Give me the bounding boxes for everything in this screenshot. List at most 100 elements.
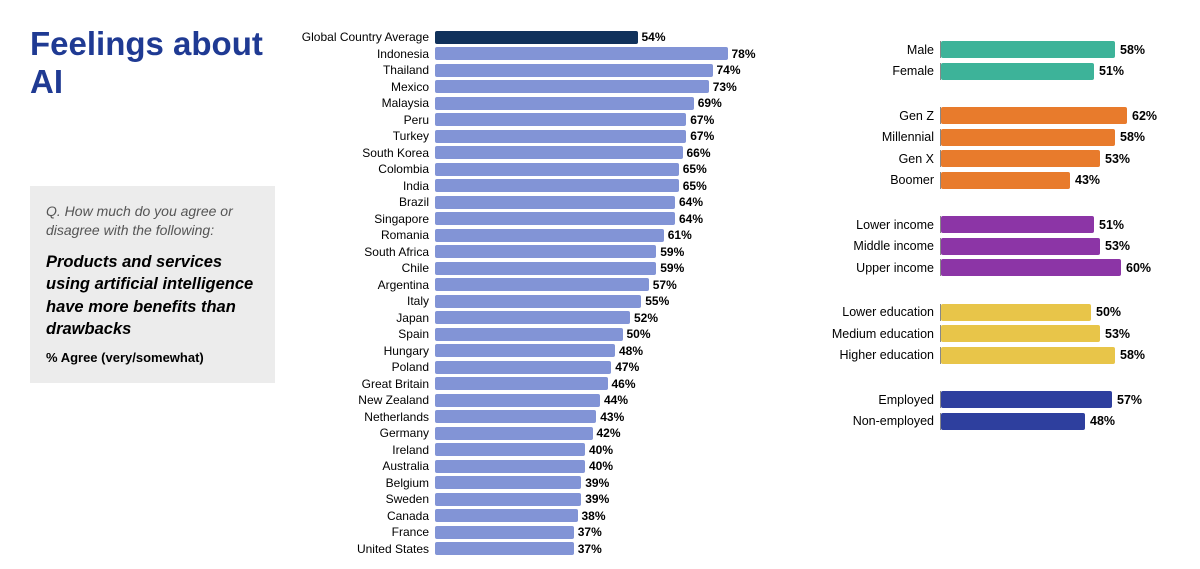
- country-bar-area: 39%: [435, 493, 735, 506]
- demo-label: Lower education: [825, 305, 940, 319]
- country-bar: [435, 443, 585, 456]
- country-row: Argentina57%: [285, 277, 775, 294]
- country-value: 54%: [638, 30, 666, 44]
- country-label: Germany: [285, 426, 435, 440]
- country-row: Peru67%: [285, 112, 775, 129]
- demo-bar: [941, 238, 1100, 255]
- country-label: Global Country Average: [285, 30, 435, 44]
- country-bar-area: 47%: [435, 361, 735, 374]
- demo-label: Higher education: [825, 348, 940, 362]
- question-box: Q. How much do you agree or disagree wit…: [30, 186, 275, 383]
- demo-row: Male 58%: [825, 39, 1170, 61]
- country-value: 42%: [593, 426, 621, 440]
- country-row: Singapore64%: [285, 211, 775, 228]
- country-bar-area: 61%: [435, 229, 735, 242]
- country-bar-area: 43%: [435, 410, 735, 423]
- country-bar: [435, 64, 713, 77]
- demo-row: Gen Z62%: [825, 105, 1170, 127]
- country-row: Global Country Average 54%: [285, 29, 775, 46]
- country-bar-area: 65%: [435, 179, 735, 192]
- demo-group: Lower income51%Middle income53%Upper inc…: [825, 214, 1170, 279]
- demo-label: Female: [825, 64, 940, 78]
- demo-bar: [941, 172, 1070, 189]
- country-label: South Africa: [285, 245, 435, 259]
- country-label: Romania: [285, 228, 435, 242]
- demo-value: 58%: [1115, 43, 1145, 57]
- country-bar: [435, 526, 574, 539]
- country-row: France37%: [285, 524, 775, 541]
- question-lead: Q. How much do you agree or disagree wit…: [46, 202, 259, 241]
- question-footer: % Agree (very/somewhat): [46, 350, 259, 365]
- country-row: Malaysia69%: [285, 95, 775, 112]
- demo-bar-area: 53%: [940, 238, 1135, 255]
- demo-bar-area: 48%: [940, 413, 1135, 430]
- country-bar: [435, 542, 574, 555]
- country-bar: [435, 130, 686, 143]
- country-row: United States37%: [285, 541, 775, 558]
- country-label: Sweden: [285, 492, 435, 506]
- country-bar: [435, 476, 581, 489]
- country-bar: [435, 212, 675, 225]
- demo-bar-area: 53%: [940, 150, 1135, 167]
- country-row: Hungary48%: [285, 343, 775, 360]
- country-bar-area: 37%: [435, 542, 735, 555]
- country-bar: [435, 262, 656, 275]
- country-bar-area: 74%: [435, 64, 735, 77]
- country-bar-area: 59%: [435, 245, 735, 258]
- demo-row: Upper income60%: [825, 257, 1170, 279]
- country-value: 44%: [600, 393, 628, 407]
- country-bar-area: 39%: [435, 476, 735, 489]
- demo-value: 53%: [1100, 239, 1130, 253]
- country-value: 47%: [611, 360, 639, 374]
- country-value: 40%: [585, 443, 613, 457]
- demo-value: 43%: [1070, 173, 1100, 187]
- country-bar: [435, 113, 686, 126]
- country-row: Mexico73%: [285, 79, 775, 96]
- country-row: Belgium 39%: [285, 475, 775, 492]
- country-label: Thailand: [285, 63, 435, 77]
- country-label: New Zealand: [285, 393, 435, 407]
- country-row: Spain50%: [285, 326, 775, 343]
- country-label: Brazil: [285, 195, 435, 209]
- demo-bar-area: 58%: [940, 129, 1135, 146]
- country-bar-area: 78%: [435, 47, 735, 60]
- country-label: Mexico: [285, 80, 435, 94]
- country-row: Japan52%: [285, 310, 775, 327]
- country-row: Netherlands43%: [285, 409, 775, 426]
- country-label: Belgium: [285, 476, 435, 490]
- country-bar: [435, 509, 578, 522]
- country-bar-chart: Global Country Average54%Indonesia78%Tha…: [285, 25, 775, 559]
- demo-row: Boomer43%: [825, 170, 1170, 192]
- country-value: 39%: [581, 476, 609, 490]
- question-main: Products and services using artificial i…: [46, 251, 259, 340]
- country-bar: [435, 196, 675, 209]
- country-bar: [435, 97, 694, 110]
- left-column: Feelings about AI Q. How much do you agr…: [30, 25, 285, 559]
- country-value: 55%: [641, 294, 669, 308]
- country-row: India65%: [285, 178, 775, 195]
- country-row: Brazil64%: [285, 194, 775, 211]
- country-row: South Korea66%: [285, 145, 775, 162]
- country-value: 78%: [728, 47, 756, 61]
- demo-group: Employed57%Non-employed48%: [825, 389, 1170, 432]
- country-value: 65%: [679, 179, 707, 193]
- country-value: 59%: [656, 261, 684, 275]
- demo-bar: [941, 41, 1115, 58]
- country-row: South Africa59%: [285, 244, 775, 261]
- country-bar-area: 69%: [435, 97, 735, 110]
- country-value: 50%: [623, 327, 651, 341]
- country-bar-area: 65%: [435, 163, 735, 176]
- country-label: Ireland: [285, 443, 435, 457]
- demo-bar: [941, 413, 1085, 430]
- demo-label: Male: [825, 43, 940, 57]
- demo-bar-area: 51%: [940, 63, 1135, 80]
- country-label: Great Britain: [285, 377, 435, 391]
- country-bar-area: 67%: [435, 130, 735, 143]
- demo-label: Gen Z: [825, 109, 940, 123]
- country-label: Canada: [285, 509, 435, 523]
- country-row: Colombia65%: [285, 161, 775, 178]
- country-bar: [435, 361, 611, 374]
- demo-row: Female51%: [825, 61, 1170, 83]
- country-bar: [435, 146, 683, 159]
- country-value: 74%: [713, 63, 741, 77]
